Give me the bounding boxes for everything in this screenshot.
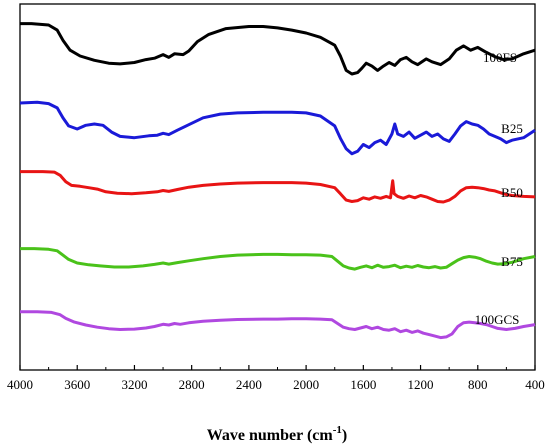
series-layer [19, 22, 536, 340]
x-tick-label: 800 [468, 377, 488, 392]
series-line-b25 [19, 100, 536, 156]
x-tick-label: 2000 [293, 377, 319, 392]
x-axis-ticks: 4000 3600 3200 2800 2400 2000 1600 1200 800 400 [7, 365, 545, 392]
series-label-100fs: 100FS [483, 50, 517, 65]
x-tick-label: 3200 [121, 377, 147, 392]
plot-frame [19, 3, 536, 371]
series-labels: 100FS B25 B50 B75 100GCS [475, 50, 523, 327]
series-line-b75 [20, 247, 536, 271]
series-label-100gcs: 100GCS [475, 312, 520, 327]
series-line-b50 [20, 170, 536, 204]
x-tick-label: 2800 [179, 377, 205, 392]
x-tick-label: 1200 [408, 377, 434, 392]
axes-frame [19, 3, 536, 371]
x-axis-title: Wave number (cm-1) [207, 424, 347, 444]
x-tick-label: 1600 [350, 377, 376, 392]
x-tick-label: 3600 [64, 377, 90, 392]
x-tick-label: 2400 [236, 377, 262, 392]
x-tick-label: 400 [525, 377, 545, 392]
series-label-b25: B25 [501, 121, 523, 136]
series-line-100fs [20, 22, 536, 76]
series-line-100gcs [20, 310, 536, 340]
series-label-b50: B50 [501, 185, 523, 200]
series-label-b75: B75 [501, 254, 523, 269]
x-tick-label: 4000 [7, 377, 33, 392]
